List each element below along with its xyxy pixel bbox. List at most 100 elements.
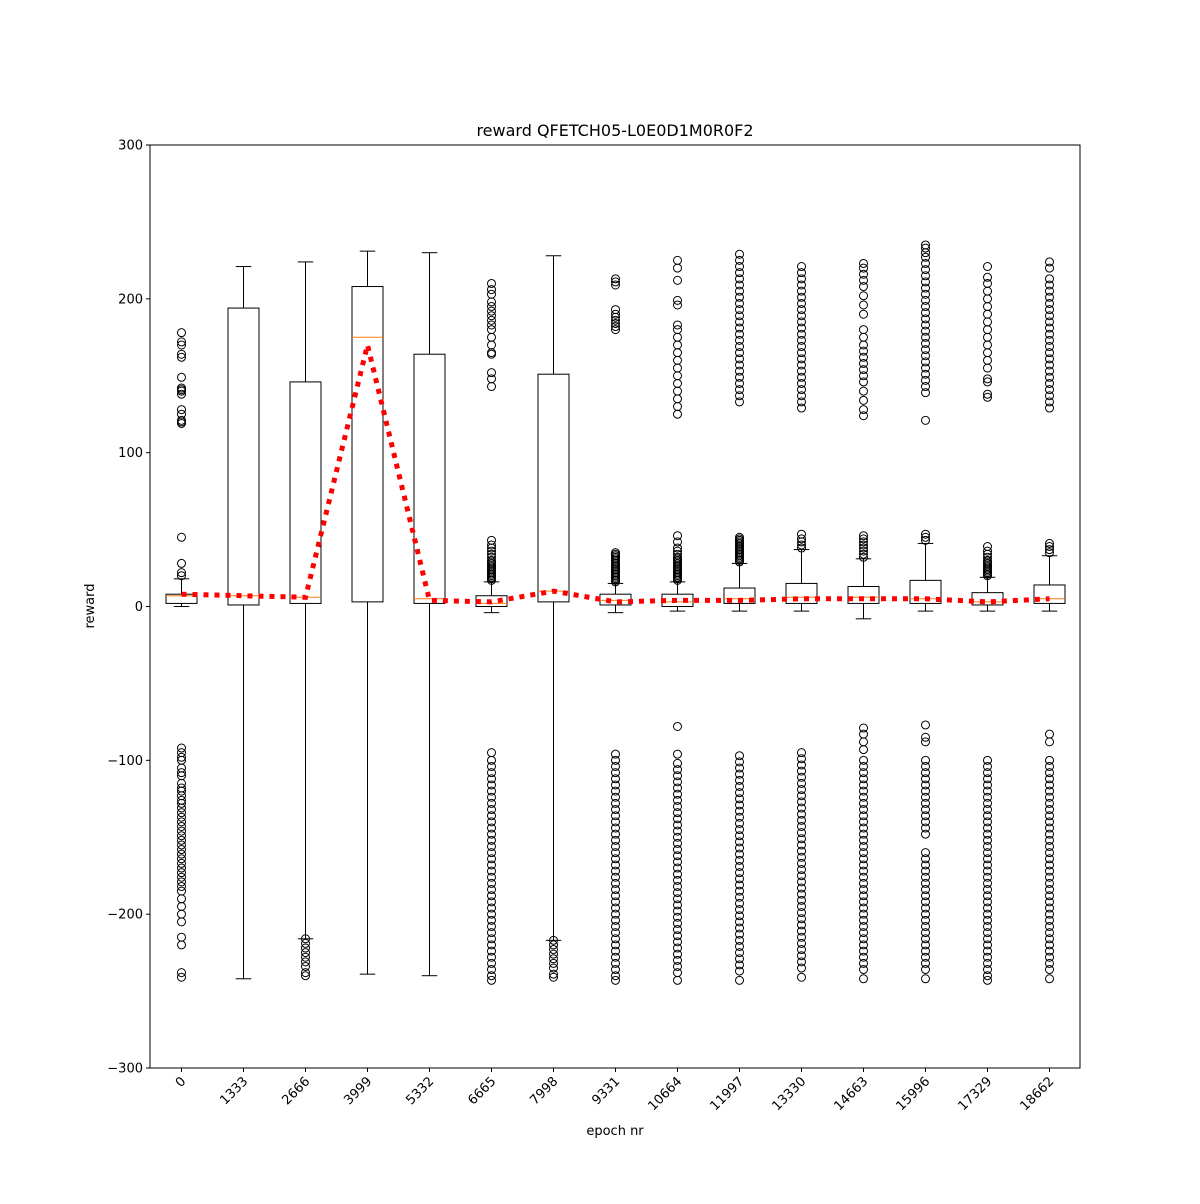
box-group-13330	[785, 262, 818, 982]
outlier-point	[611, 891, 620, 901]
outlier-point	[673, 869, 682, 879]
outlier-point	[611, 915, 620, 925]
outlier-point	[797, 834, 806, 844]
outlier-point	[859, 872, 868, 882]
outlier-point	[177, 743, 186, 753]
outlier-point	[921, 811, 930, 821]
outlier-point	[797, 348, 806, 358]
outlier-point	[983, 768, 992, 778]
outlier-point	[859, 723, 868, 733]
outlier-point	[735, 255, 744, 265]
outlier-point	[983, 811, 992, 821]
outlier-point	[797, 945, 806, 955]
outlier-point	[735, 868, 744, 878]
box-iqr	[971, 592, 1004, 606]
y-tick-label: −300	[107, 1062, 143, 1077]
outlier-point	[611, 274, 620, 284]
outlier-point	[797, 760, 806, 770]
outlier-point	[735, 268, 744, 278]
outlier-point	[611, 829, 620, 839]
outlier-point	[797, 895, 806, 905]
outlier-point	[1045, 934, 1054, 944]
outlier-point	[983, 786, 992, 796]
outlier-point	[611, 946, 620, 956]
outlier-point	[983, 278, 992, 288]
outlier-point	[487, 928, 496, 938]
outlier-point	[487, 823, 496, 833]
outlier-point	[859, 549, 868, 559]
outlier-point	[797, 323, 806, 333]
outlier-point	[983, 829, 992, 839]
outlier-point	[797, 329, 806, 339]
outlier-point	[983, 903, 992, 913]
outlier-point	[983, 958, 992, 968]
outlier-point	[921, 529, 930, 539]
outlier-point	[611, 823, 620, 833]
outlier-point	[1045, 841, 1054, 851]
outlier-point	[859, 411, 868, 421]
outlier-point	[921, 761, 930, 771]
outlier-point	[673, 918, 682, 928]
outlier-point	[611, 965, 620, 975]
x-axis-label: epoch nr	[586, 1124, 644, 1139]
outlier-point	[487, 921, 496, 931]
outlier-point	[735, 917, 744, 927]
outlier-point	[735, 960, 744, 970]
outlier-point	[1045, 768, 1054, 778]
outlier-point	[983, 952, 992, 962]
outlier-point	[177, 881, 186, 891]
outlier-point	[797, 815, 806, 825]
plot-area	[165, 240, 1066, 985]
outlier-point	[1045, 854, 1054, 864]
outlier-point	[673, 820, 682, 830]
outlier-point	[177, 349, 186, 359]
outlier-point	[673, 295, 682, 305]
outlier-point	[487, 780, 496, 790]
outlier-point	[487, 971, 496, 981]
outlier-point	[611, 885, 620, 895]
outlier-point	[921, 252, 930, 262]
outlier-point	[921, 314, 930, 324]
outlier-point	[797, 366, 806, 376]
outlier-point	[611, 774, 620, 784]
outlier-point	[921, 532, 930, 542]
outlier-point	[673, 537, 682, 547]
outlier-point	[735, 397, 744, 407]
outlier-point	[797, 354, 806, 364]
outlier-point	[1045, 329, 1054, 339]
outlier-point	[1045, 342, 1054, 352]
outlier-point	[797, 772, 806, 782]
outlier-point	[1045, 915, 1054, 925]
outlier-point	[859, 537, 868, 547]
outlier-point	[859, 974, 868, 984]
outlier-point	[177, 845, 186, 855]
outlier-point	[611, 848, 620, 858]
outlier-point	[487, 792, 496, 802]
outlier-point	[1045, 257, 1054, 267]
outlier-point	[1045, 263, 1054, 273]
outlier-point	[797, 889, 806, 899]
outlier-point	[177, 840, 186, 850]
outlier-point	[487, 368, 496, 378]
outlier-point	[1045, 798, 1054, 808]
outlier-point	[859, 823, 868, 833]
outlier-point	[983, 392, 992, 402]
box-group-3999	[351, 250, 384, 975]
outlier-point	[921, 326, 930, 336]
outlier-point	[797, 821, 806, 831]
outlier-point	[921, 952, 930, 962]
outlier-point	[611, 315, 620, 325]
outlier-point	[859, 371, 868, 381]
outlier-point	[673, 888, 682, 898]
outlier-point	[797, 378, 806, 388]
outlier-point	[1045, 860, 1054, 870]
outlier-point	[301, 957, 310, 967]
outlier-point	[1045, 823, 1054, 833]
outlier-point	[487, 909, 496, 919]
outlier-point	[921, 382, 930, 392]
outlier-point	[983, 885, 992, 895]
outlier-point	[797, 292, 806, 302]
outlier-point	[1045, 372, 1054, 382]
outlier-point	[487, 546, 496, 556]
